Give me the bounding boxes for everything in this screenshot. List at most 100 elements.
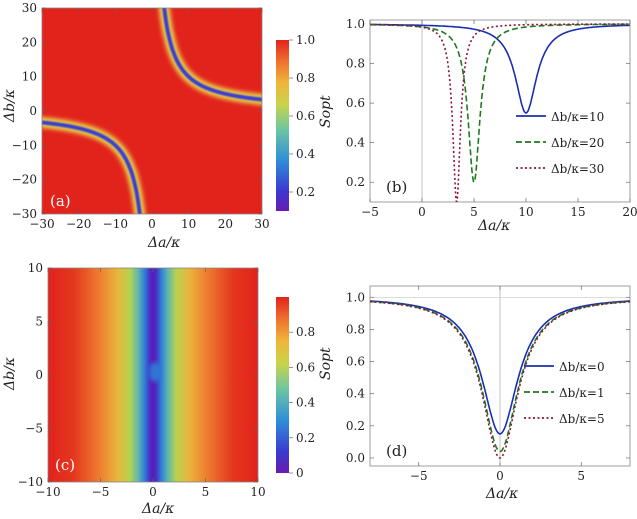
legend-label: Δb/κ=0 [559,360,605,374]
plot-b-series [370,23,630,202]
legend-label: Δb/κ=20 [551,136,604,150]
series-line [370,23,630,114]
x-tick-label: 20 [622,205,637,219]
plot-b-frame [369,19,631,203]
y-tick-label: 0.8 [346,322,365,336]
x-tick-label: 0 [148,217,156,231]
y-tick-label: 10 [22,70,37,84]
series-line [370,300,630,435]
colorbar-a-ticks: 0.2 0.4 0.6 0.8 1.0 [289,33,315,199]
legend-label: Δb/κ=1 [559,386,605,400]
plot-d-ylabel: Sopt [318,347,334,380]
heatmap-a-background [42,8,262,214]
colorbar-tick-label: 0.6 [296,109,315,123]
x-tick-label: 0 [496,469,504,483]
x-tick-label: 20 [218,217,233,231]
y-tick-label: −10 [18,475,43,489]
y-tick-label: 20 [22,35,37,49]
plot-b-xlabel: Δa/κ [477,218,510,234]
panel-d-label: (d) [386,442,407,460]
x-tick-label: −5 [410,469,428,483]
series-line [370,23,630,202]
y-tick-label: −10 [12,138,37,152]
legend-label: Δb/κ=5 [559,412,605,426]
heatmap-c-center-spot [149,362,161,382]
x-tick-label: −5 [92,485,110,499]
x-tick-label: −20 [66,217,91,231]
x-tick-label: 5 [202,485,210,499]
x-tick-label: 15 [570,205,585,219]
colorbar-c [276,297,289,473]
y-tick-label: −20 [12,173,37,187]
y-tick-label: 0.4 [346,136,365,150]
heatmap-a-upper-branch-core [162,8,262,102]
y-tick-label: 0 [29,104,37,118]
y-tick-label: 0.2 [346,419,365,433]
legend-label: Δb/κ=10 [551,110,604,124]
x-tick-label: −10 [35,485,60,499]
y-tick-label: 1.0 [346,17,365,31]
colorbar-tick-label: 0.4 [296,147,315,161]
y-tick-label: 0.8 [346,57,365,71]
colorbar-a [276,40,289,211]
y-tick-label: 0.0 [346,451,365,465]
series-line [370,300,630,459]
series-line [370,23,630,184]
y-tick-label: 0.6 [346,96,365,110]
x-tick-label: 0 [418,205,426,219]
colorbar-tick-label: 0.2 [296,431,315,445]
panel-a: −30 −20 −10 0 10 20 30 −30 −20 −10 0 10 20 30 (a) Δa/… [2,1,315,251]
panel-b-label: (b) [386,178,407,196]
heatmap-c-ylabel: Δb/κ [2,357,18,391]
colorbar-tick-label: 0.8 [296,325,315,339]
panel-c-label: (c) [55,456,75,474]
y-tick-label: 10 [28,261,43,275]
y-tick-label: 5 [35,315,43,329]
y-tick-label: −30 [12,207,37,221]
x-tick-label: 10 [518,205,533,219]
plot-d-series [370,300,630,459]
colorbar-tick-label: 0.8 [296,71,315,85]
y-tick-label: 30 [22,1,37,15]
plot-d-legend: Δb/κ=0 Δb/κ=1 Δb/κ=5 [524,360,605,426]
panel-a-label: (a) [50,192,71,210]
x-tick-label: 10 [181,217,196,231]
colorbar-tick-label: 0 [296,466,304,480]
plot-b-ylabel: Sopt [318,95,334,128]
colorbar-tick-label: 0.4 [296,396,315,410]
plot-b-legend: Δb/κ=10 Δb/κ=20 Δb/κ=30 [516,110,604,176]
heatmap-a-lower-branch-core [42,120,142,214]
x-tick-label: −5 [361,205,379,219]
plot-d-xlabel: Δa/κ [485,486,518,502]
series-line [370,300,630,453]
panel-b: −5 0 5 10 15 200.20.40.60.81.0 (b) Δa/κ Sopt … [318,17,637,234]
heatmap-a-curves [42,8,262,214]
x-tick-label: 10 [250,485,265,499]
legend-label: Δb/κ=30 [551,162,604,176]
x-tick-label: 30 [254,217,269,231]
heatmap-c-ticks: −10 −5 0 5 10 −10 −5 0 5 10 [18,261,266,499]
y-tick-label: 0 [35,368,43,382]
panel-c: −10 −5 0 5 10 −10 −5 0 5 10 (c) Δa/κ Δb/κ 0 0.2 0.4… [2,261,315,517]
plot-b-ticks: −5 0 5 10 15 20 0.2 0.4 0.6 0.8 1.0 [346,17,637,219]
y-tick-label: −5 [25,422,43,436]
colorbar-tick-label: 0.2 [296,185,315,199]
x-tick-label: 5 [470,205,478,219]
y-tick-label: 0.6 [346,355,365,369]
x-tick-label: −10 [103,217,128,231]
colorbar-tick-label: 0.6 [296,360,315,374]
heatmap-a-ticks: −30 −20 −10 0 10 20 30 −30 −20 −10 0 10 20 30 [12,1,270,231]
x-tick-label: 5 [577,469,585,483]
y-tick-label: 1.0 [346,290,365,304]
heatmap-c-xlabel: Δa/κ [141,501,174,517]
x-tick-label: 0 [149,485,157,499]
colorbar-c-ticks: 0 0.2 0.4 0.6 0.8 [289,325,315,480]
y-tick-label: 0.2 [346,175,365,189]
heatmap-a-xlabel: Δa/κ [147,235,180,251]
plot-d-ticks: −5 0 5 0.0 0.2 0.4 0.6 0.8 1.0 [346,286,630,483]
x-tick-label: −30 [29,217,54,231]
panel-d: −5 0 5 0.0 0.2 0.4 0.6 0.8 1.0 (d) Δa/κ Sopt Δb/… [318,285,631,502]
heatmap-a-ylabel: Δb/κ [2,89,18,123]
colorbar-tick-label: 1.0 [296,33,315,47]
